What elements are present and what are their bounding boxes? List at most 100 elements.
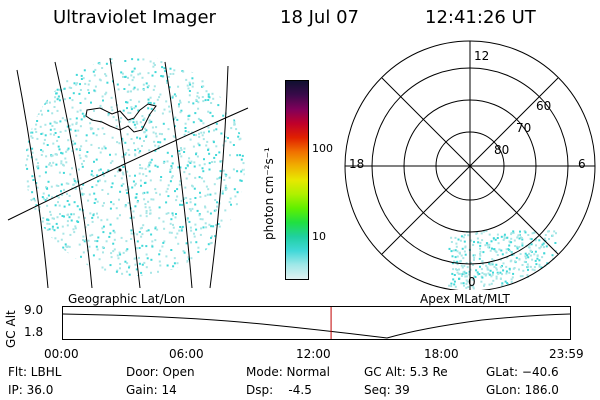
speckle-dot [178,229,181,232]
speckle-dot [116,83,119,86]
speckle-dot [229,141,232,144]
speckle-dot [139,164,141,166]
speckle-dot [50,185,53,188]
speckle-dot [505,248,508,251]
speckle-dot [239,206,242,208]
speckle-dot [236,191,239,194]
speckle-dot [77,216,80,219]
speckle-dot [97,56,100,59]
speckle-dot [29,96,31,99]
speckle-dot [543,252,546,255]
speckle-dot [533,253,536,256]
speckle-dot [239,154,241,157]
speckle-dot [540,245,543,248]
speckle-dot [92,175,95,177]
speckle-dot [187,256,190,259]
speckle-dot [83,115,86,118]
speckle-dot [82,251,85,254]
speckle-dot [60,160,63,163]
speckle-dot [113,248,116,251]
speckle-dot [195,134,197,137]
speckle-dot [73,82,76,85]
date-label: 18 Jul 07 [280,7,359,28]
speckle-dot [50,67,53,70]
speckle-dot [505,270,508,273]
speckle-dot [242,58,245,60]
speckle-dot [497,242,500,245]
speckle-dot [52,142,55,145]
speckle-dot [211,66,214,69]
speckle-dot [56,153,58,156]
speckle-dot [65,119,68,122]
speckle-dot [521,244,524,247]
speckle-dot [110,201,113,204]
speckle-dot [128,265,131,268]
speckle-dot [479,247,481,250]
speckle-dot [458,252,461,254]
speckle-dot [131,79,134,82]
speckle-dot [62,257,65,260]
speckle-dot [548,230,550,233]
speckle-dot [196,65,199,68]
speckle-dot [239,179,242,182]
speckle-dot [36,120,39,122]
speckle-dot [122,173,125,176]
speckle-dot [526,263,529,266]
speckle-dot [163,108,166,111]
speckle-dot [524,252,527,255]
uv-emission-speckle [25,56,245,276]
speckle-dot [38,246,41,249]
speckle-dot [97,180,100,183]
speckle-dot [215,128,218,131]
speckle-dot [535,244,537,247]
speckle-dot [210,225,213,228]
speckle-dot [27,154,30,157]
speckle-dot [65,245,68,248]
speckle-dot [168,86,171,89]
speckle-dot [207,188,210,191]
speckle-dot [25,101,28,104]
speckle-dot [102,171,104,174]
speckle-dot [49,210,52,213]
speckle-dot [104,73,107,76]
speckle-dot [206,193,209,196]
speckle-dot [132,118,135,121]
speckle-dot [176,262,179,265]
speckle-dot [56,109,59,112]
speckle-dot [513,267,516,269]
speckle-dot [448,247,451,250]
speckle-dot [165,255,168,258]
speckle-dot [120,177,123,180]
speckle-dot [77,129,80,132]
speckle-dot [199,233,202,236]
speckle-dot [106,218,109,221]
speckle-dot [67,147,70,150]
speckle-dot [75,148,78,151]
speckle-dot [241,200,244,203]
speckle-dot [198,135,201,138]
x-tick-0600: 06:00 [169,347,204,361]
speckle-dot [514,260,516,263]
speckle-dot [42,261,45,264]
speckle-dot [188,90,191,92]
speckle-dot [218,177,221,180]
speckle-dot [143,131,146,134]
speckle-dot [40,149,43,151]
speckle-dot [155,135,158,138]
speckle-dot [141,125,144,128]
speckle-dot [48,60,51,63]
speckle-dot [168,231,171,234]
speckle-dot [109,161,112,164]
speckle-dot [119,190,122,193]
speckle-dot [492,237,495,240]
speckle-dot [472,263,474,266]
speckle-dot [209,111,212,114]
speckle-dot [529,237,532,240]
speckle-dot [180,229,183,232]
speckle-dot [210,256,213,259]
speckle-dot [233,188,236,191]
speckle-dot [63,205,66,208]
meridian-line [54,61,93,289]
speckle-dot [149,179,152,182]
speckle-dot [229,67,231,70]
